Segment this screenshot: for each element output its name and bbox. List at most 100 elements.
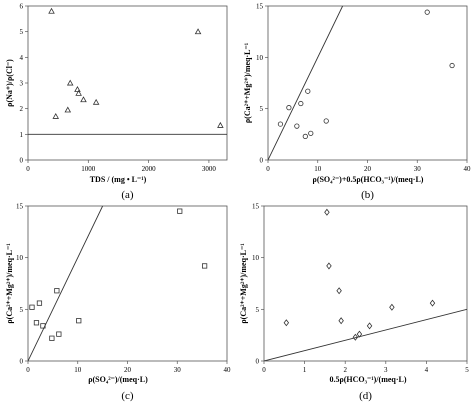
data-point-triangle (75, 89, 82, 96)
data-point-triangle (48, 7, 55, 14)
panel-d: 0 1 2 3 4 5 0 5 10 15 0.5ρ(HCO₃⁻¹)/(meq·L) ρ(Ca²⁺+M… (239, 203, 469, 403)
plot-frame (27, 5, 228, 161)
y-tick-label: 0 (256, 358, 260, 366)
y-tick-label: 15 (16, 203, 24, 211)
y-tick-label: 0 (260, 157, 264, 165)
data-point-diamond (338, 317, 344, 325)
y-tick-label: 10 (16, 254, 24, 262)
y-axis-label: ρ(Ca²⁺+Mg²⁺)/meq·L⁻¹ (5, 243, 14, 324)
y-tick-label: 5 (20, 306, 24, 314)
data-point-triangle (74, 85, 81, 92)
y-tick-label: 6 (20, 3, 24, 11)
data-point-square (33, 320, 40, 326)
y-tick-label: 0 (20, 157, 24, 165)
data-point-square (177, 208, 183, 214)
y-tick-label: 10 (256, 54, 264, 62)
y-tick-label: 5 (20, 28, 24, 36)
panel-label: (c) (121, 390, 134, 402)
panel-label: (a) (121, 189, 134, 201)
x-tick-label: 30 (414, 165, 422, 173)
x-axis-label: 0.5ρ(HCO₃⁻¹)/(meq·L) (329, 375, 406, 384)
reference-line (28, 206, 104, 361)
x-tick-label: 3000 (202, 165, 217, 173)
data-point-diamond (356, 330, 363, 338)
data-point-diamond (326, 262, 332, 270)
data-point-square (36, 300, 43, 306)
data-point-circle (298, 100, 304, 107)
panel-label: (b) (361, 189, 374, 201)
x-tick-label: 4 (425, 366, 429, 374)
y-tick-label: 3 (20, 80, 24, 88)
data-point-triangle (92, 98, 100, 105)
x-axis-label: ρ(SO₄²⁻)+0.5ρ(HCO₃⁻¹)/(meq·L) (313, 175, 424, 184)
x-tick-label: 40 (464, 165, 472, 173)
y-tick-label: 1 (20, 131, 24, 139)
data-point-triangle (194, 28, 202, 35)
data-point-diamond (336, 287, 342, 295)
panel-a: 0 1000 2000 3000 0 1 2 3 4 5 6 TDS / (mg • L⁻¹) ρ(Na… (5, 3, 228, 201)
data-point-diamond (389, 303, 395, 311)
data-point-triangle (64, 106, 72, 113)
data-point-triangle (52, 112, 60, 119)
x-tick-label: 5 (465, 366, 469, 374)
y-axis-label: ρ(Ca²⁺+Mg²⁺)/meq·L⁻¹ (239, 243, 248, 324)
plot-frame (263, 205, 468, 362)
data-point-square (76, 318, 82, 324)
data-point-circle (305, 88, 311, 94)
x-tick-label: 0 (26, 165, 30, 173)
y-tick-label: 15 (252, 203, 260, 211)
x-tick-label: 20 (124, 366, 132, 374)
data-point-diamond (324, 208, 330, 216)
data-point-square (202, 263, 208, 269)
x-tick-label: 1000 (81, 165, 96, 173)
data-point-circle (302, 133, 308, 139)
data-point-circle (449, 62, 455, 69)
x-axis-label: ρ(SO₄²⁻)/(meq·L) (88, 375, 148, 384)
data-point-triangle (217, 121, 224, 128)
x-tick-label: 0 (26, 366, 30, 374)
x-tick-label: 20 (364, 165, 372, 173)
x-tick-label: 10 (74, 366, 82, 374)
y-tick-label: 15 (256, 3, 264, 11)
plot-frame (27, 205, 228, 362)
y-tick-label: 5 (260, 105, 264, 113)
x-tick-label: 3 (384, 366, 388, 374)
y-tick-label: 5 (256, 306, 260, 314)
data-point-square (49, 335, 55, 341)
panel-b: 0 10 20 30 40 0 5 10 15 ρ(SO₄²⁻)+0.5ρ(HCO₃⁻¹)/(me… (243, 3, 471, 202)
reference-line (264, 308, 467, 361)
panel-c: 0 10 20 30 40 0 5 10 15 ρ(SO₄²⁻)/(meq·L) ρ(Ca²⁺+Mg… (5, 203, 231, 403)
data-point-circle (323, 118, 329, 124)
x-tick-label: 30 (174, 366, 182, 374)
reference-line (268, 6, 344, 160)
data-point-square (29, 304, 35, 310)
y-tick-label: 0 (20, 358, 24, 366)
data-point-diamond (283, 319, 290, 327)
plot-frame (267, 5, 468, 161)
panel-label: (d) (359, 390, 372, 402)
x-tick-label: 2000 (142, 165, 157, 173)
y-axis-label: ρ(Ca²⁺+Mg²⁺)/meq·L⁻¹ (243, 42, 252, 123)
data-point-circle (294, 123, 300, 129)
x-tick-label: 10 (314, 165, 322, 173)
data-point-triangle (80, 96, 87, 103)
x-tick-label: 1 (303, 366, 307, 374)
data-point-square (56, 331, 62, 337)
y-axis-label: ρ(Na⁺)/ρ(Cl⁻) (5, 59, 14, 107)
x-axis-label: TDS / (mg • L⁻¹) (90, 175, 147, 184)
data-point-circle (308, 130, 314, 136)
y-tick-label: 2 (20, 105, 24, 113)
data-point-diamond (352, 333, 359, 341)
x-tick-label: 0 (266, 165, 270, 173)
data-point-circle (424, 9, 430, 15)
x-tick-label: 2 (343, 366, 347, 374)
data-point-square (54, 288, 60, 294)
x-tick-label: 0 (262, 366, 266, 374)
x-tick-label: 40 (224, 366, 232, 374)
data-point-circle (277, 121, 284, 127)
y-tick-label: 4 (20, 54, 24, 62)
data-point-diamond (366, 322, 373, 330)
data-point-diamond (429, 299, 436, 307)
y-tick-label: 10 (252, 254, 260, 262)
